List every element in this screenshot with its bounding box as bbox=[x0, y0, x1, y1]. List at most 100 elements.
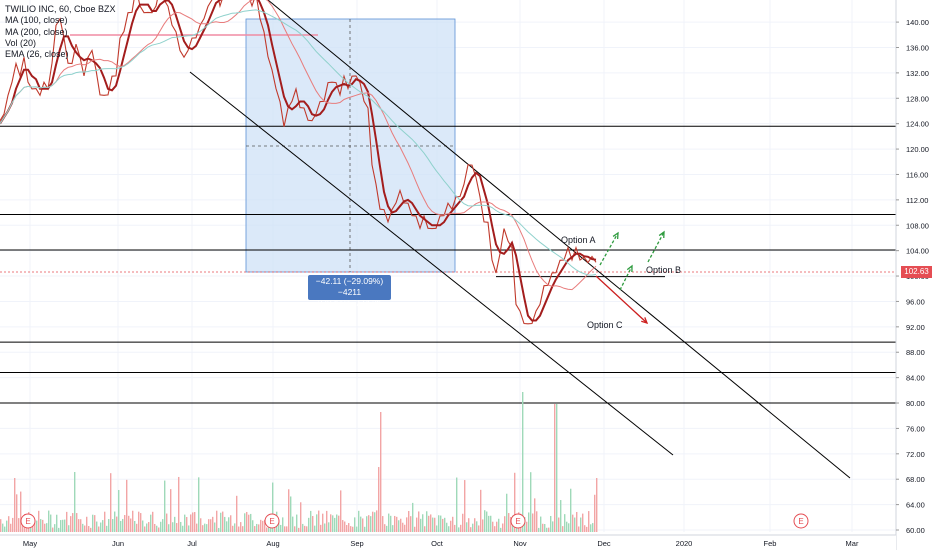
volume-bar bbox=[52, 527, 54, 532]
earnings-marker bbox=[510, 513, 526, 529]
volume-bar bbox=[222, 511, 224, 532]
volume-bar bbox=[98, 526, 100, 532]
volume-bar bbox=[374, 512, 376, 532]
legend-ma100[interactable]: MA (100, close) bbox=[5, 15, 68, 26]
volume-bar bbox=[514, 472, 516, 532]
volume-bar bbox=[174, 516, 176, 532]
volume-bar bbox=[128, 515, 130, 532]
option-c-label[interactable]: Option C bbox=[587, 320, 623, 330]
volume-bar bbox=[574, 517, 576, 532]
volume-bar bbox=[80, 519, 82, 532]
volume-bar bbox=[252, 520, 254, 532]
volume-bar bbox=[400, 518, 402, 532]
volume-bar bbox=[486, 511, 488, 532]
volume-bar bbox=[124, 515, 126, 532]
volume-bar bbox=[342, 520, 344, 532]
volume-bar bbox=[240, 522, 242, 532]
volume-bar bbox=[146, 523, 148, 532]
y-tick-label: 140.00 bbox=[906, 18, 929, 27]
volume-bar bbox=[444, 517, 446, 532]
y-tick-label: 112.00 bbox=[906, 196, 928, 205]
option-a-label[interactable]: Option A bbox=[561, 235, 596, 245]
volume-bar bbox=[538, 527, 540, 532]
volume-bar bbox=[256, 523, 258, 532]
volume-bar bbox=[492, 521, 494, 532]
volume-bar bbox=[230, 515, 232, 532]
volume-bar bbox=[388, 513, 390, 532]
legend-ma200[interactable]: MA (200, close) bbox=[5, 26, 68, 37]
volume-bar bbox=[582, 513, 584, 532]
legend-title[interactable]: TWILIO INC, 60, Cboe BZX bbox=[5, 4, 116, 14]
volume-bar bbox=[516, 526, 518, 532]
volume-bar bbox=[64, 519, 66, 532]
volume-bar bbox=[236, 495, 238, 532]
volume-bar bbox=[340, 490, 342, 532]
volume-bar bbox=[420, 518, 422, 532]
volume-bar bbox=[108, 519, 110, 532]
volume-bar bbox=[116, 516, 118, 532]
volume-bar bbox=[72, 513, 74, 532]
volume-bar bbox=[348, 523, 350, 532]
x-tick-label: May bbox=[23, 539, 37, 548]
volume-bar bbox=[568, 523, 570, 532]
volume-bar bbox=[558, 517, 560, 532]
y-tick-label: 120.00 bbox=[906, 145, 929, 154]
volume-bar bbox=[316, 514, 318, 532]
volume-bar bbox=[14, 478, 16, 532]
volume-bar bbox=[570, 488, 572, 532]
volume-bar bbox=[300, 502, 302, 532]
volume-bar bbox=[272, 482, 274, 532]
volume-bar bbox=[588, 511, 590, 532]
volume-bar bbox=[590, 524, 592, 532]
close-series-line bbox=[0, 0, 597, 325]
volume-bar bbox=[330, 514, 332, 532]
volume-bar bbox=[226, 521, 228, 532]
volume-bar bbox=[508, 513, 510, 532]
volume-bar bbox=[292, 516, 294, 532]
legend-vol[interactable]: Vol (20) bbox=[5, 37, 37, 48]
chart-legend: TWILIO INC, 60, Cboe BZX MA (100, close)… bbox=[5, 4, 116, 60]
volume-bar bbox=[584, 525, 586, 532]
volume-bar bbox=[70, 516, 72, 532]
legend-ema[interactable]: EMA (26, close) bbox=[5, 49, 69, 60]
volume-bar bbox=[284, 526, 286, 532]
volume-bar bbox=[406, 517, 408, 532]
earnings-marker bbox=[793, 513, 809, 529]
volume-bar bbox=[530, 472, 532, 532]
volume-bar bbox=[12, 517, 14, 532]
y-tick-label: 92.00 bbox=[906, 323, 925, 332]
volume-bar bbox=[2, 523, 4, 532]
volume-bar bbox=[138, 511, 140, 532]
volume-bar bbox=[152, 511, 154, 532]
volume-bar bbox=[62, 519, 64, 532]
volume-bar bbox=[232, 525, 234, 532]
volume-bar bbox=[404, 524, 406, 532]
volume-bar bbox=[560, 500, 562, 532]
volume-bar bbox=[86, 516, 88, 532]
volume-bar bbox=[352, 526, 354, 532]
volume-bar bbox=[76, 513, 78, 532]
volume-bar bbox=[54, 524, 56, 532]
volume-bar bbox=[426, 511, 428, 532]
volume-bar bbox=[104, 511, 106, 532]
volume-bar bbox=[446, 522, 448, 532]
volume-bar bbox=[380, 412, 382, 532]
volume-bar bbox=[250, 513, 252, 532]
volume-bar bbox=[136, 523, 138, 532]
volume-bar bbox=[180, 521, 182, 532]
y-tick-label: 116.00 bbox=[906, 170, 928, 179]
volume-bar bbox=[94, 515, 96, 532]
volume-bar bbox=[544, 524, 546, 532]
volume-bar bbox=[462, 513, 464, 532]
volume-bar bbox=[494, 526, 496, 532]
volume-bar bbox=[280, 524, 282, 532]
volume-bar bbox=[258, 524, 260, 532]
volume-bar bbox=[528, 512, 530, 532]
volume-bar bbox=[332, 515, 334, 532]
volume-bar bbox=[394, 515, 396, 532]
volume-bar bbox=[386, 525, 388, 532]
volume-bar bbox=[338, 515, 340, 532]
option-b-label[interactable]: Option B bbox=[646, 265, 682, 275]
